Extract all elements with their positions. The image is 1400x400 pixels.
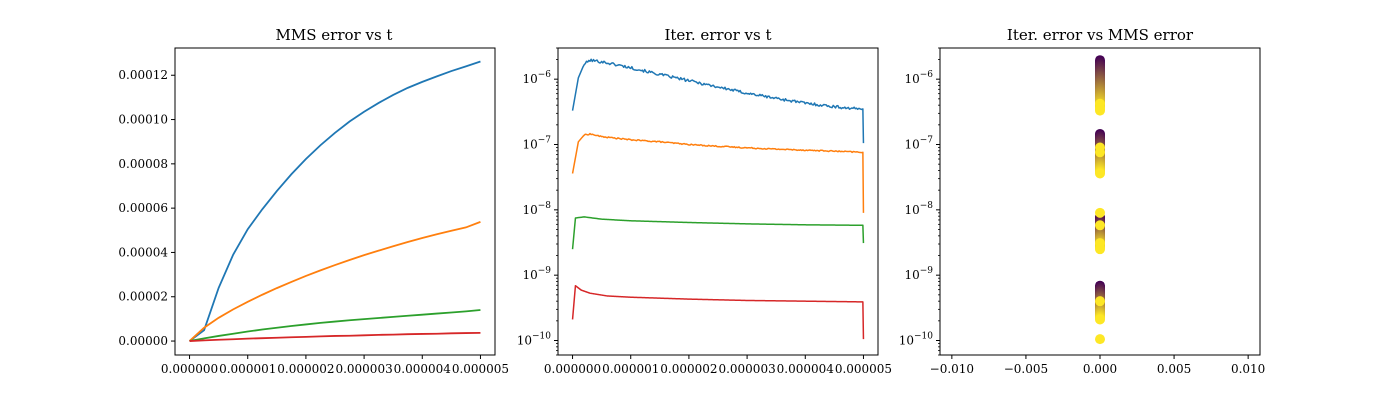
series-line-0 — [571, 58, 865, 144]
tick-exponent: −10 — [532, 332, 551, 342]
panel-mms-error-vs-t: MMS error vs t 0.000000 0.000001 0.000002 0… — [118, 26, 509, 376]
scatter-point — [1095, 238, 1105, 249]
scatter-point — [1095, 168, 1105, 179]
tick-base: 10 — [522, 203, 537, 217]
y-tick-label: 0.00000 — [118, 334, 168, 348]
x-tick-label: 0.000003 — [718, 362, 775, 376]
tick-exponent: −7 — [920, 136, 934, 146]
series-line-2 — [571, 216, 865, 250]
tick-exponent: −10 — [914, 332, 933, 342]
tick-base: 10 — [904, 268, 919, 282]
tick-exponent: −6 — [920, 70, 934, 80]
axes-frame — [174, 47, 496, 356]
tick-exponent: −6 — [538, 70, 552, 80]
x-tick-label: −0.010 — [930, 362, 974, 376]
x-tick-label: 0.000001 — [219, 362, 276, 376]
tick-base: 10 — [522, 268, 537, 282]
scatter-point — [1095, 103, 1105, 114]
panel-title: Iter. error vs t — [664, 26, 771, 44]
y-tick-label: 0.00004 — [118, 245, 168, 259]
y-tick-label: 0.00002 — [118, 290, 168, 304]
highlight-points — [1095, 98, 1105, 345]
panel-iter-error-vs-mms-error: Iter. error vs MMS error −0.010 −0.005 0.0… — [899, 26, 1266, 376]
x-tick-label: 0.000000 — [544, 362, 601, 376]
y-tick-label: 10−6 — [904, 70, 933, 86]
tick-base: 10 — [517, 334, 532, 348]
scatter-point — [1095, 220, 1105, 231]
panel-title: MMS error vs t — [276, 26, 393, 44]
axis-ticks: 0.000000 0.000001 0.000002 0.000003 0.000004… — [517, 47, 892, 376]
x-tick-label: 0.000005 — [835, 362, 892, 376]
y-tick-label: 10−9 — [904, 266, 933, 282]
series-line-3 — [571, 284, 865, 340]
scatter-point — [1095, 207, 1105, 218]
tick-exponent: −7 — [538, 136, 552, 146]
y-tick-label: 10−8 — [522, 201, 551, 217]
x-tick-label: 0.000003 — [335, 362, 392, 376]
y-tick-label: 10−10 — [517, 332, 552, 348]
series-line-3 — [189, 331, 481, 342]
y-tick-label: 10−7 — [904, 136, 933, 152]
x-tick-label: 0.000 — [1083, 362, 1117, 376]
x-tick-label: 0.000005 — [452, 362, 509, 376]
tick-base: 10 — [522, 72, 537, 86]
y-tick-label: 0.00010 — [118, 113, 168, 127]
y-tick-label: 10−7 — [522, 136, 551, 152]
y-tick-label: 10−6 — [522, 70, 551, 86]
plot-area — [1095, 55, 1105, 345]
x-tick-label: 0.000004 — [777, 362, 835, 376]
y-tick-label: 0.00008 — [118, 157, 168, 171]
x-tick-label: 0.000000 — [161, 362, 218, 376]
panel-title: Iter. error vs MMS error — [1007, 26, 1194, 44]
x-tick-label: 0.000001 — [602, 362, 659, 376]
y-tick-label: 10−9 — [522, 266, 551, 282]
y-tick-label: 10−10 — [899, 332, 934, 348]
tick-exponent: −9 — [920, 266, 934, 276]
x-tick-label: 0.000002 — [660, 362, 717, 376]
axes-frame — [557, 47, 879, 356]
tick-base: 10 — [522, 138, 537, 152]
x-tick-label: 0.000002 — [277, 362, 334, 376]
y-tick-label: 0.00006 — [118, 201, 168, 215]
x-tick-label: −0.005 — [1004, 362, 1048, 376]
tick-exponent: −8 — [538, 201, 552, 211]
y-tick-label: 10−8 — [904, 201, 933, 217]
tick-exponent: −9 — [538, 266, 552, 276]
scatter-point — [1095, 296, 1105, 307]
scatter-point — [1095, 334, 1105, 345]
series-line-0 — [189, 60, 481, 342]
x-tick-label: 0.010 — [1231, 362, 1265, 376]
tick-base: 10 — [904, 138, 919, 152]
plot-area — [188, 60, 481, 342]
series-line-2 — [189, 309, 481, 342]
tick-base: 10 — [899, 334, 914, 348]
series-line-1 — [188, 221, 481, 342]
scatter-point — [1095, 147, 1105, 158]
plot-area — [571, 58, 865, 340]
tick-base: 10 — [904, 203, 919, 217]
axis-ticks: 0.000000 0.000001 0.000002 0.000003 0.000004… — [118, 68, 509, 376]
tick-exponent: −8 — [920, 201, 934, 211]
x-tick-label: 0.000004 — [394, 362, 452, 376]
axis-ticks: −0.010 −0.005 0.000 0.005 0.01010−1010−910−8… — [899, 47, 1265, 376]
x-tick-label: 0.005 — [1157, 362, 1191, 376]
series-line-1 — [571, 132, 865, 213]
panel-iter-error-vs-t: Iter. error vs t 0.000000 0.000001 0.00000… — [517, 26, 892, 376]
scatter-point — [1095, 314, 1105, 325]
y-tick-label: 0.00012 — [118, 68, 168, 82]
tick-base: 10 — [904, 72, 919, 86]
